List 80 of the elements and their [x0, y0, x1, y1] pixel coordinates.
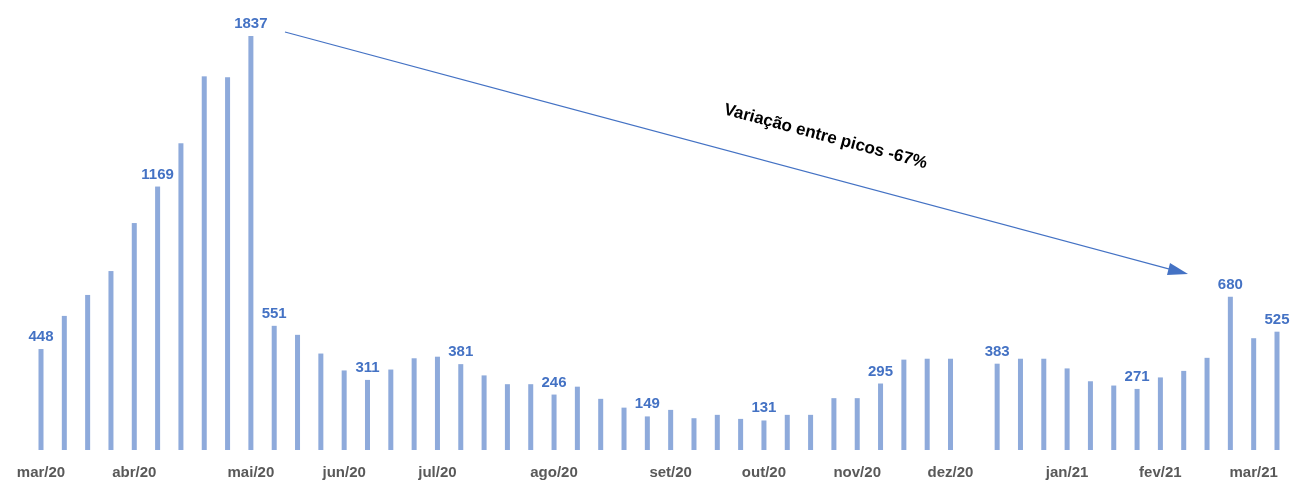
bar [318, 353, 324, 450]
bar [225, 77, 231, 450]
bar [1111, 385, 1117, 450]
bar [61, 315, 67, 450]
bar [1087, 381, 1093, 450]
bar [178, 143, 184, 450]
bar [1157, 377, 1163, 450]
bar [504, 384, 510, 450]
x-tick-label: mar/20 [16, 463, 66, 480]
data-label: 149 [634, 394, 660, 412]
bar [364, 379, 370, 450]
bar [1017, 358, 1023, 450]
bar [551, 394, 557, 450]
bar [481, 375, 487, 450]
x-tick-label: ago/20 [530, 463, 578, 480]
bar [341, 370, 347, 450]
x-tick-label: dez/20 [927, 463, 974, 480]
data-label: 1169 [141, 164, 174, 182]
bar [691, 418, 697, 450]
bar [574, 386, 580, 450]
bar [1204, 357, 1210, 450]
bar [1064, 368, 1070, 450]
data-label: 551 [261, 303, 287, 321]
bar [248, 36, 254, 450]
data-label: 448 [28, 327, 54, 345]
bar [784, 414, 790, 450]
bar [1134, 388, 1140, 450]
bar [878, 383, 884, 450]
x-tick-label: jan/21 [1044, 463, 1089, 480]
bar [668, 409, 674, 450]
x-tick-label: nov/20 [833, 463, 881, 480]
bar [38, 349, 44, 450]
bar [271, 325, 277, 450]
x-tick-label: out/20 [741, 463, 787, 480]
bar [108, 271, 114, 450]
bar [1251, 338, 1257, 450]
bar [924, 358, 930, 450]
bar [1041, 358, 1047, 450]
bar [201, 76, 207, 450]
data-label: 295 [868, 361, 894, 379]
data-label: 131 [751, 398, 777, 416]
x-tick-label: mai/20 [227, 463, 275, 480]
bar [434, 356, 440, 450]
data-label: 271 [1124, 366, 1150, 384]
bar [854, 398, 860, 450]
bar [714, 414, 720, 450]
bar [994, 363, 1000, 450]
bar [644, 416, 650, 450]
data-label: 525 [1264, 309, 1290, 327]
x-tick-label: set/20 [649, 463, 692, 480]
data-label: 383 [984, 341, 1010, 359]
bar [808, 414, 814, 450]
bar [901, 359, 907, 450]
bar [411, 358, 417, 450]
x-tick-label: jul/20 [417, 463, 457, 480]
x-tick-label: jun/20 [321, 463, 366, 480]
data-label: 311 [355, 357, 380, 375]
bar [131, 223, 137, 450]
bar [621, 407, 627, 450]
data-label: 680 [1217, 274, 1243, 292]
x-tick-label: abr/20 [112, 463, 157, 480]
bar [295, 334, 301, 450]
bar [1181, 370, 1187, 450]
bar [85, 294, 91, 450]
bar [948, 358, 954, 450]
bar [388, 369, 394, 450]
bar [831, 398, 837, 450]
bar [528, 384, 534, 450]
bar [458, 364, 464, 450]
x-tick-label: fev/21 [1139, 463, 1182, 480]
x-tick-label: mar/21 [1229, 463, 1278, 480]
bar [738, 418, 744, 450]
data-label: 246 [541, 372, 567, 390]
bar [1274, 331, 1280, 450]
bar [155, 186, 161, 450]
data-label: 381 [448, 342, 474, 360]
bar [598, 398, 604, 450]
data-label: 1837 [234, 14, 268, 31]
bar [1227, 296, 1233, 450]
bar [761, 420, 767, 450]
